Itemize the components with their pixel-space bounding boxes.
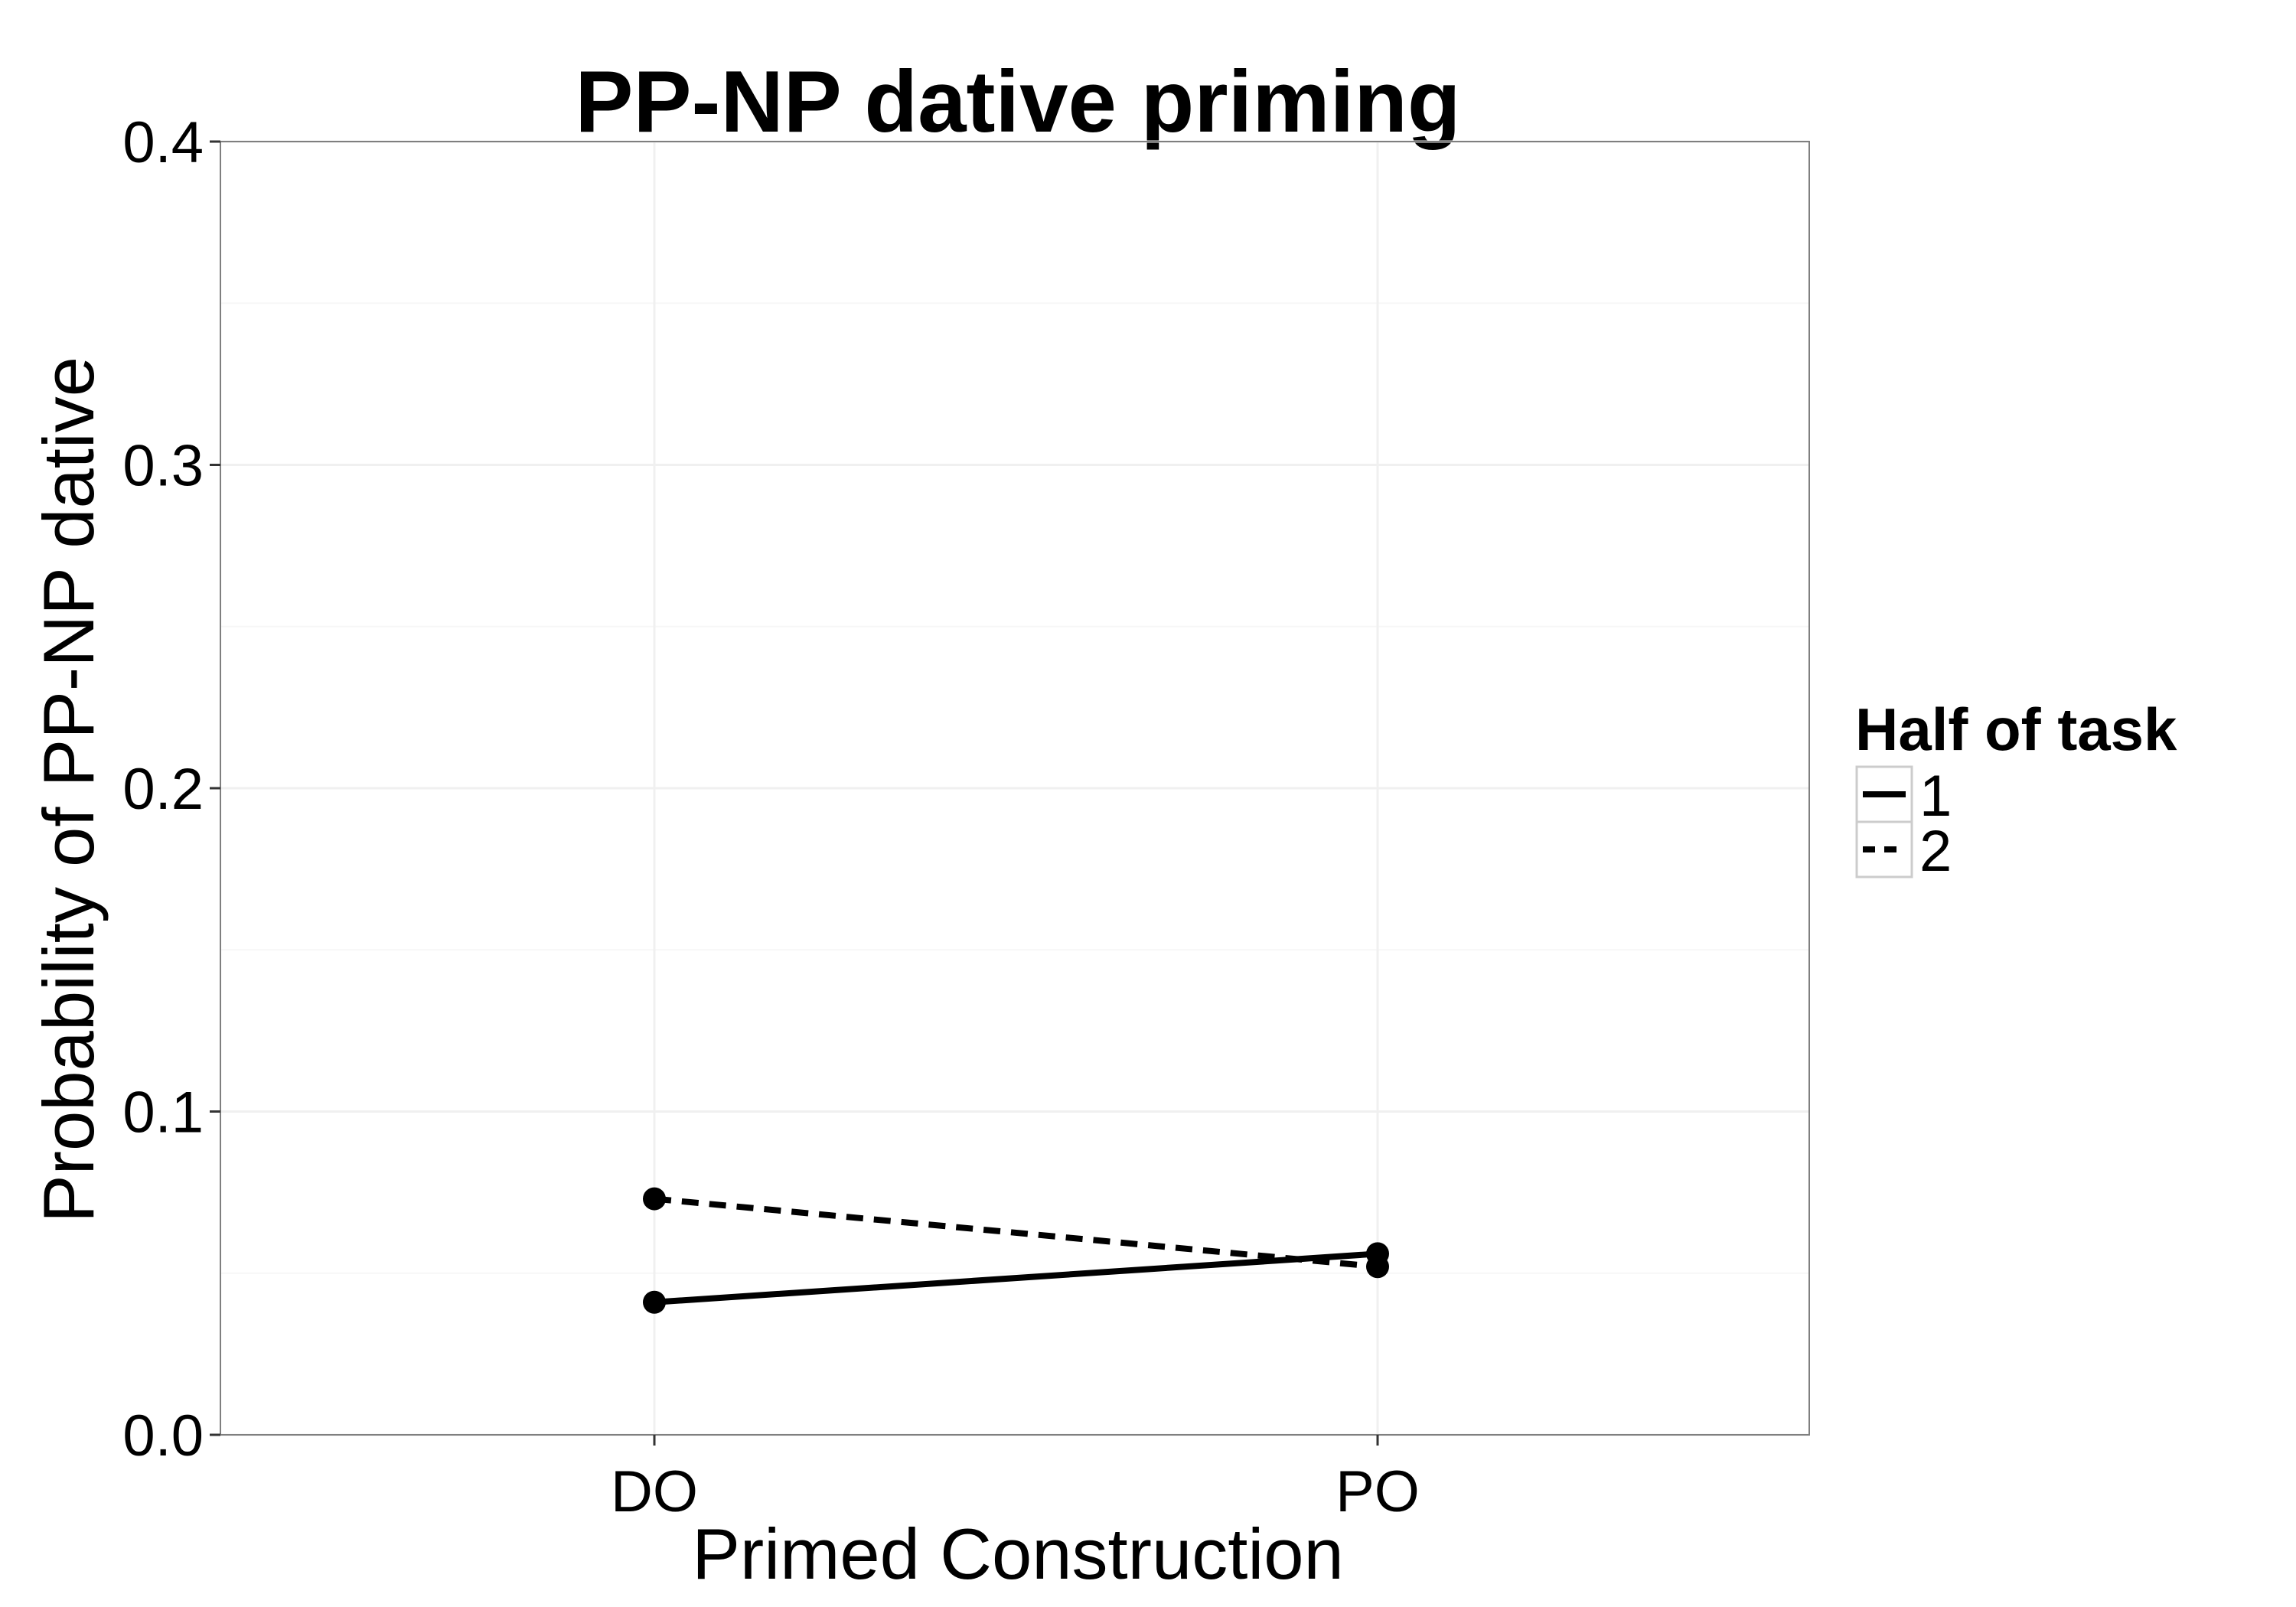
legend-label-series-1: 1 — [1919, 764, 1952, 829]
series-line-2 — [654, 1195, 1378, 1270]
y-tick-label: 0.0 — [122, 1403, 204, 1468]
axes: 0.0 0.1 0.2 0.3 0.4 DO PO — [122, 110, 1420, 1524]
data-point-series-1 — [643, 1290, 666, 1314]
y-tick-label: 0.4 — [122, 110, 204, 175]
chart-title: PP-NP dative priming — [575, 54, 1460, 151]
data-point-series-2 — [1366, 1255, 1389, 1279]
data-series — [643, 1187, 1389, 1314]
y-tick-label: 0.3 — [122, 434, 204, 499]
series-line-1 — [654, 1250, 1378, 1305]
x-tick-label: PO — [1336, 1459, 1420, 1524]
x-tick-label: DO — [611, 1459, 698, 1524]
legend-items: 12 — [1855, 764, 1952, 884]
legend: Half of task 12 — [1855, 696, 2177, 884]
y-axis-title: Probability of PP-NP dative — [28, 357, 109, 1223]
y-tick-label: 0.1 — [122, 1081, 204, 1146]
legend-title: Half of task — [1855, 696, 2177, 763]
legend-label-series-2: 2 — [1919, 819, 1952, 884]
x-axis-title: Primed Construction — [692, 1514, 1344, 1594]
y-tick-label: 0.2 — [122, 757, 204, 822]
data-point-series-2 — [643, 1187, 666, 1211]
